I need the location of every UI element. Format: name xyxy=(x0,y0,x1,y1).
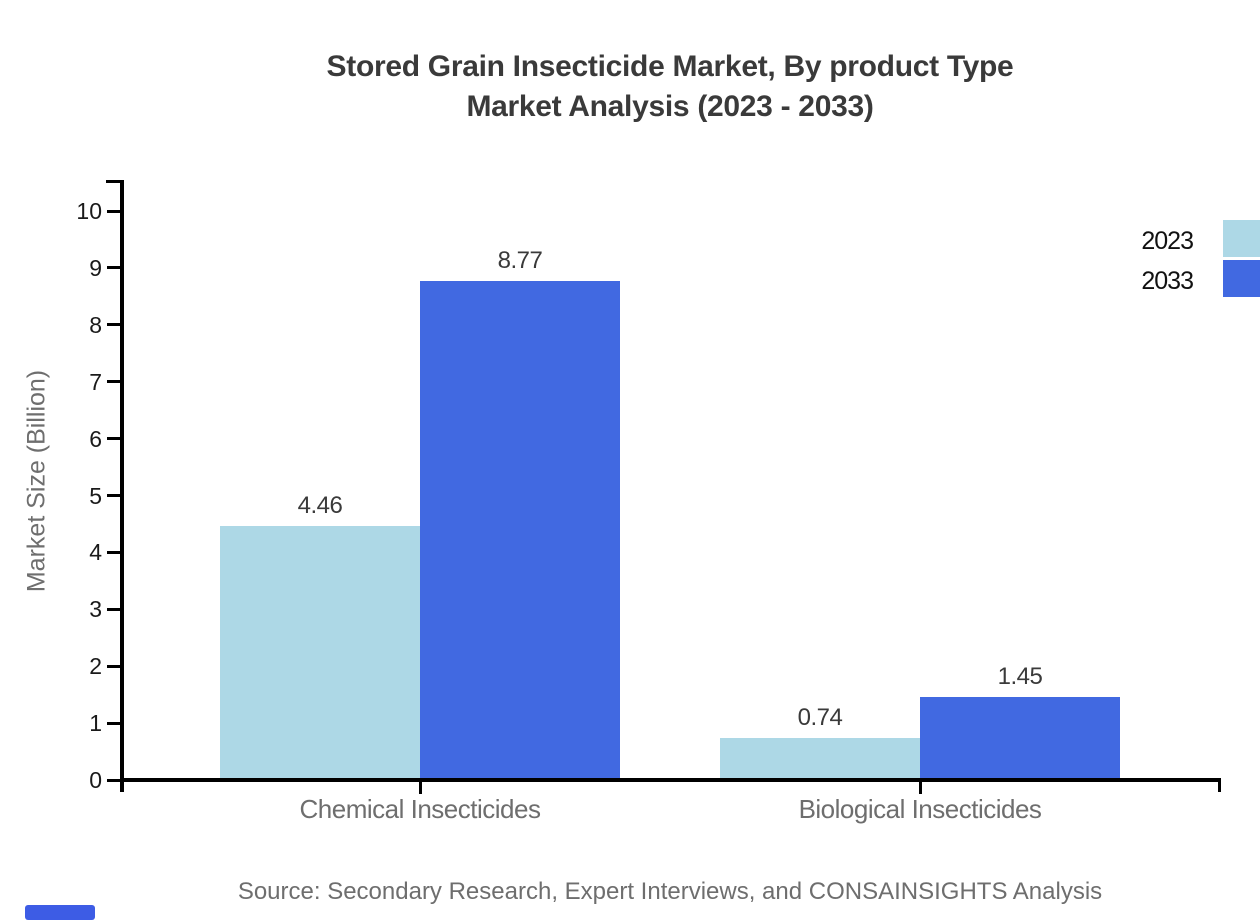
y-axis-line xyxy=(120,180,124,792)
y-tick-label: 6 xyxy=(89,425,102,452)
bar-value-label: 0.74 xyxy=(797,703,843,731)
y-tick-label: 7 xyxy=(89,368,102,395)
y-tick xyxy=(107,664,120,668)
chart-title-line1: Stored Grain Insecticide Market, By prod… xyxy=(326,50,1014,83)
y-tick-label: 4 xyxy=(89,539,102,566)
y-tick-label: 10 xyxy=(76,198,102,224)
bar-2033-chemical xyxy=(420,280,620,780)
y-tick-label: 2 xyxy=(89,653,102,680)
legend-label-2023: 2023 xyxy=(1141,227,1194,255)
x-tick xyxy=(918,781,922,794)
x-tick xyxy=(418,781,422,794)
y-tick xyxy=(107,550,120,554)
y-tick xyxy=(107,437,120,441)
y-tick xyxy=(107,380,120,384)
chart-title-line2: Market Analysis (2023 - 2033) xyxy=(466,90,874,123)
x-axis-endcap xyxy=(1217,778,1221,792)
y-tick-label: 5 xyxy=(89,482,102,509)
y-tick xyxy=(107,494,120,497)
category-label-biological: Biological Insecticides xyxy=(798,794,1042,824)
y-tick-label: 3 xyxy=(89,596,102,623)
brand-logo-mark xyxy=(25,905,95,920)
y-tick xyxy=(107,607,120,611)
y-tick-label: 0 xyxy=(89,767,102,793)
bar-2023-biological xyxy=(720,737,920,780)
y-tick xyxy=(107,266,120,270)
y-tick xyxy=(107,778,120,782)
y-axis-endcap xyxy=(106,180,120,183)
legend-label-2033: 2033 xyxy=(1141,267,1194,295)
y-tick-label: 8 xyxy=(89,311,102,338)
source-note: Source: Secondary Research, Expert Inter… xyxy=(237,878,1103,905)
chart-title: Stored Grain Insecticide Market, By prod… xyxy=(80,47,1260,127)
category-label-chemical: Chemical Insecticides xyxy=(299,794,541,824)
bar-2033-biological xyxy=(920,697,1120,780)
bar-value-label: 1.45 xyxy=(997,663,1043,691)
bar-2023-chemical xyxy=(220,526,420,780)
y-tick xyxy=(107,721,120,725)
y-tick-label: 1 xyxy=(89,710,102,737)
y-tick xyxy=(107,323,120,327)
bar-value-label: 8.77 xyxy=(497,246,543,274)
legend-swatch-2033 xyxy=(1223,260,1260,297)
legend-swatch-2023 xyxy=(1223,220,1260,257)
bar-value-label: 4.46 xyxy=(297,492,343,520)
y-tick xyxy=(107,209,120,213)
y-tick-label: 9 xyxy=(89,254,102,281)
x-axis-line xyxy=(120,778,1221,782)
